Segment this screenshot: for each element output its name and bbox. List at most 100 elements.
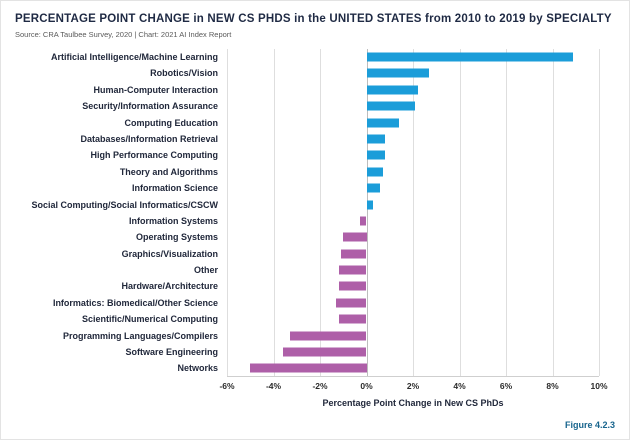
bar-track — [227, 213, 599, 229]
chart-row: Information Science — [15, 180, 615, 196]
gridline — [227, 48, 228, 376]
bar — [359, 216, 367, 226]
category-label: Security/Information Assurance — [82, 101, 218, 112]
gridlines — [227, 48, 600, 377]
category-label: Artificial Intelligence/Machine Learning — [50, 51, 218, 62]
x-tick-label: -6% — [219, 380, 235, 391]
bar — [366, 167, 383, 177]
bar-track — [227, 49, 599, 65]
chart-source: Source: CRA Taulbee Survey, 2020 | Chart… — [15, 29, 232, 39]
bar — [282, 347, 367, 357]
bar — [250, 363, 367, 373]
category-label: Informatics: Biomedical/Other Science — [52, 297, 218, 308]
chart-row: Information Systems — [15, 213, 615, 229]
category-label: Human-Computer Interaction — [93, 84, 218, 95]
chart-row: Computing Education — [15, 114, 615, 130]
bar — [366, 118, 400, 128]
category-label: Operating Systems — [135, 232, 218, 243]
bar — [366, 150, 386, 160]
gridline — [599, 48, 600, 376]
chart-row: Other — [15, 262, 615, 278]
category-label: Databases/Information Retrieval — [80, 133, 218, 144]
bar — [340, 249, 367, 259]
chart-row: Social Computing/Social Informatics/CSCW — [15, 196, 615, 212]
category-label: Programming Languages/Compilers — [62, 330, 218, 341]
chart-row: Theory and Algorithms — [15, 164, 615, 180]
gridline — [552, 48, 554, 376]
bar-track — [227, 262, 599, 278]
chart-row: Human-Computer Interaction — [15, 82, 615, 98]
bar-chart: Artificial Intelligence/Machine Learning… — [15, 48, 615, 408]
chart-row: Databases/Information Retrieval — [15, 131, 615, 147]
category-label: Software Engineering — [125, 347, 218, 358]
bar — [366, 183, 381, 193]
category-label: Other — [193, 265, 218, 276]
bar-track — [227, 98, 599, 114]
bar — [336, 298, 367, 308]
chart-title: PERCENTAGE POINT CHANGE in NEW CS PHDS i… — [15, 13, 612, 25]
bar-track — [227, 164, 599, 180]
chart-row: Operating Systems — [15, 229, 615, 245]
category-label: Graphics/Visualization — [121, 248, 218, 259]
bar-track — [227, 295, 599, 311]
bar-track — [227, 278, 599, 294]
bar — [338, 265, 367, 275]
chart-row: Graphics/Visualization — [15, 245, 615, 261]
category-label: Social Computing/Social Informatics/CSCW — [31, 199, 218, 210]
x-tick-label: 6% — [499, 380, 513, 391]
chart-row: Software Engineering — [15, 344, 615, 360]
chart-row: Artificial Intelligence/Machine Learning — [15, 49, 615, 65]
chart-row: Robotics/Vision — [15, 65, 615, 81]
bar — [289, 331, 367, 341]
bar — [366, 85, 418, 95]
category-label: Scientific/Numerical Computing — [81, 314, 218, 325]
category-label: Information Systems — [128, 215, 218, 226]
bar-track — [227, 180, 599, 196]
gridline — [506, 48, 507, 376]
x-tick-label: 8% — [546, 380, 559, 391]
chart-row: High Performance Computing — [15, 147, 615, 163]
gridline — [413, 48, 414, 376]
x-axis-title: Percentage Point Change in New CS PhDs — [322, 397, 504, 408]
x-tick-label: -2% — [312, 380, 328, 391]
bar-track — [227, 245, 599, 261]
bar — [338, 281, 367, 291]
bar-track — [227, 131, 599, 147]
bar-track — [227, 82, 599, 98]
category-label: Hardware/Architecture — [121, 281, 218, 292]
category-label: Computing Education — [124, 117, 219, 128]
bar-track — [227, 196, 599, 212]
x-tick-label: 0% — [360, 380, 373, 391]
x-tick-label: 2% — [406, 380, 420, 391]
x-axis-ticks: -6% -4% -2% 0% 2% 4% 6% 8% 10% — [219, 379, 607, 395]
x-tick-label: 10% — [590, 380, 608, 391]
bar-track — [227, 114, 599, 130]
bar-track — [227, 344, 599, 360]
bar-track — [227, 360, 599, 376]
x-tick-label: -4% — [265, 380, 282, 391]
chart-row: Scientific/Numerical Computing — [15, 311, 615, 327]
plot-area: Artificial Intelligence/Machine Learning… — [15, 48, 615, 377]
bar-track — [227, 147, 599, 163]
gridline — [320, 48, 321, 376]
chart-row: Programming Languages/Compilers — [15, 327, 615, 343]
x-tick-label: 4% — [453, 380, 466, 391]
gridline — [273, 48, 275, 376]
bar — [343, 232, 367, 242]
chart-row: Networks — [15, 360, 615, 376]
category-label: Theory and Algorithms — [119, 166, 218, 177]
figure-number: Figure 4.2.3 — [564, 420, 615, 430]
category-label: Robotics/Vision — [150, 68, 218, 79]
chart-row: Security/Information Assurance — [15, 98, 615, 114]
bar-track — [227, 327, 599, 343]
bar — [366, 52, 574, 62]
chart-row: Hardware/Architecture — [15, 278, 615, 294]
gridline — [459, 48, 461, 376]
category-label: Networks — [177, 363, 218, 374]
chart-rows: Artificial Intelligence/Machine Learning… — [15, 49, 615, 377]
bar — [366, 68, 430, 78]
category-label: High Performance Computing — [90, 150, 218, 161]
zero-gridline — [366, 48, 368, 376]
